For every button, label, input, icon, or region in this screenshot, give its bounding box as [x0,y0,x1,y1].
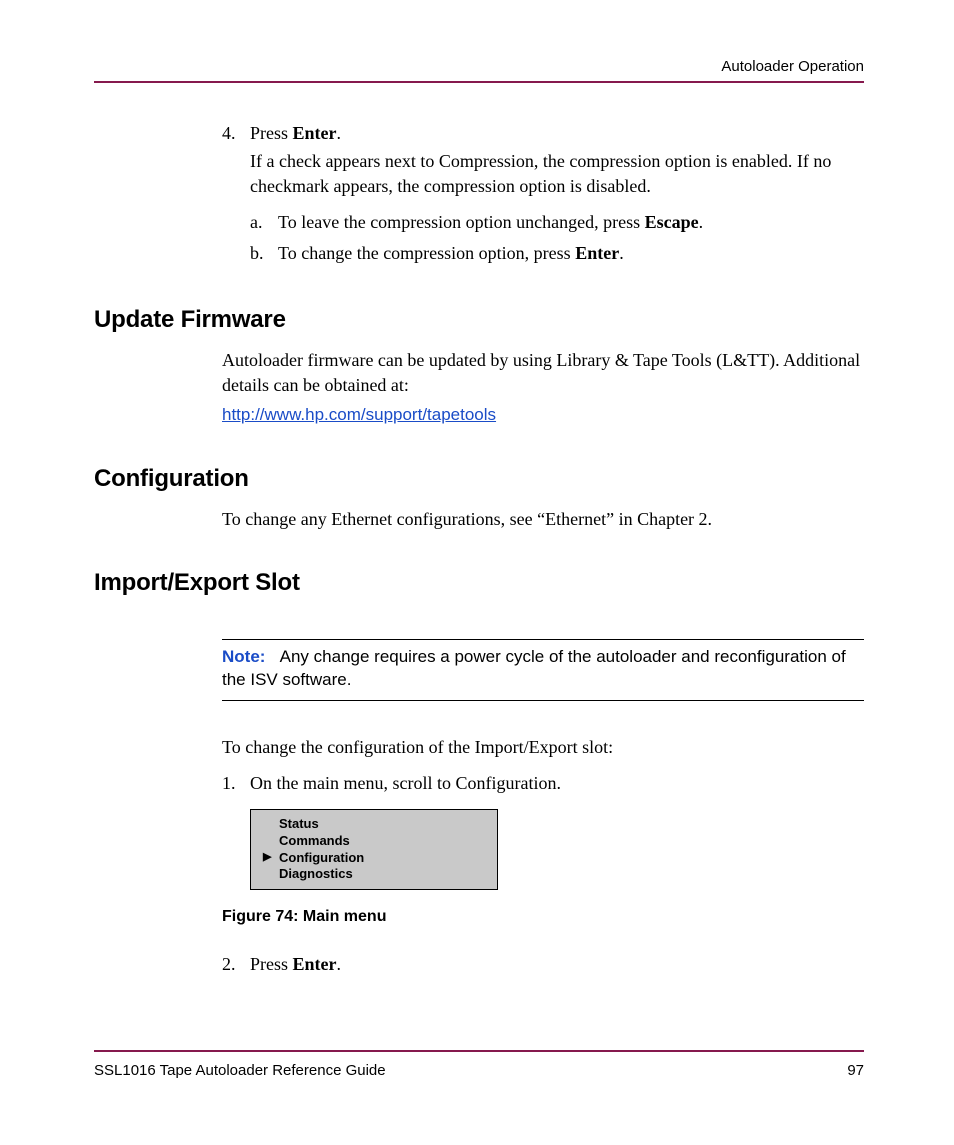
lcd-row: Configuration▶ [279,850,489,867]
lcd-display: StatusCommandsConfiguration▶Diagnostics [250,809,498,891]
text-fragment: . [337,123,342,143]
footer-doc-title: SSL1016 Tape Autoloader Reference Guide [94,1062,386,1079]
update-firmware-link-row: http://www.hp.com/support/tapetools [222,402,864,427]
lcd-figure: StatusCommandsConfiguration▶Diagnostics [250,809,864,891]
heading-configuration: Configuration [94,465,864,493]
text-fragment: . [337,954,342,974]
text-fragment: To change the compression option, press [278,243,575,263]
step-2: 2. Press Enter. [222,952,864,976]
substep-a: a. To leave the compression option uncha… [250,207,864,238]
text-fragment: To leave the compression option unchange… [278,212,645,232]
step-text: On the main menu, scroll to Configuratio… [250,771,864,795]
text-fragment: Press [250,123,293,143]
substep-letter: a. [250,207,278,238]
step-1: 1. On the main menu, scroll to Configura… [222,771,864,795]
text-fragment: . [619,243,624,263]
update-firmware-para: Autoloader firmware can be updated by us… [222,348,864,398]
configuration-para: To change any Ethernet configurations, s… [222,507,864,532]
page-footer: SSL1016 Tape Autoloader Reference Guide … [94,1050,864,1079]
import-export-intro: To change the configuration of the Impor… [222,735,864,760]
step-text: Press Enter. [250,121,864,145]
substep-letter: b. [250,238,278,269]
tapetools-link[interactable]: http://www.hp.com/support/tapetools [222,405,496,424]
substep-text: To leave the compression option unchange… [278,207,864,238]
step-1-block: 1. On the main menu, scroll to Configura… [222,771,864,795]
note-text: Note: Any change requires a power cycle … [222,640,864,700]
footer-page-number: 97 [847,1062,864,1079]
text-fragment: Press [250,954,293,974]
substep-text: To change the compression option, press … [278,238,864,269]
footer-rule [94,1050,864,1052]
step-number: 1. [222,771,250,795]
step-4: 4. Press Enter. [222,121,864,145]
step-number: 4. [222,121,250,145]
note-block: Note: Any change requires a power cycle … [222,639,864,701]
keycap-enter: Enter [293,954,337,974]
keycap-escape: Escape [645,212,699,232]
note-body-text: Any change requires a power cycle of the… [222,647,846,689]
lcd-row: Status [279,816,489,833]
step-4-detail: If a check appears next to Compression, … [250,149,864,199]
step-text: Press Enter. [250,952,864,976]
running-header: Autoloader Operation [94,58,864,75]
step-2-block: 2. Press Enter. [222,952,864,976]
footer-row: SSL1016 Tape Autoloader Reference Guide … [94,1062,864,1079]
note-body [270,647,279,666]
figure-caption: Figure 74: Main menu [222,908,864,926]
keycap-enter: Enter [293,123,337,143]
step-4-block: 4. Press Enter. If a check appears next … [222,121,864,268]
substep-b: b. To change the compression option, pre… [250,238,864,269]
text-fragment: . [699,212,704,232]
heading-update-firmware: Update Firmware [94,306,864,334]
lcd-row: Commands [279,833,489,850]
step-number: 2. [222,952,250,976]
note-label: Note: [222,647,265,666]
cursor-icon: ▶ [263,850,271,864]
keycap-enter: Enter [575,243,619,263]
header-rule [94,81,864,83]
note-bottom-rule [222,700,864,701]
heading-import-export-slot: Import/Export Slot [94,569,864,597]
lcd-row: Diagnostics [279,866,489,883]
